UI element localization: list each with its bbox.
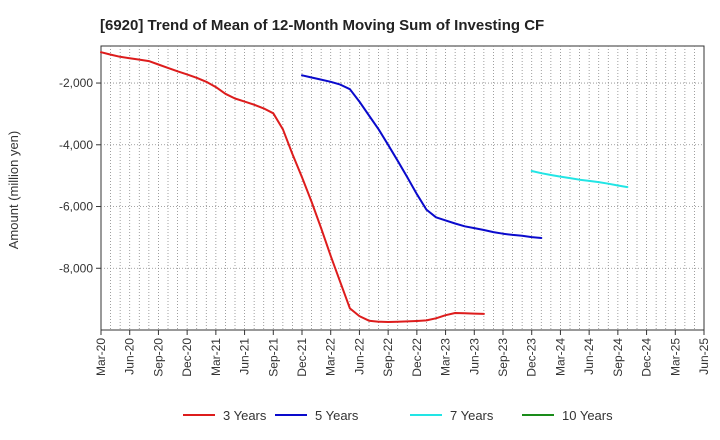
x-tick-label: Dec-24	[640, 338, 654, 377]
x-tick-label: Sep-20	[151, 338, 165, 377]
y-axis-ticks: -2,000 -4,000 -6,000 -8,000	[59, 76, 101, 275]
x-tick-label: Mar-25	[668, 338, 682, 376]
x-tick-label: Sep-21	[266, 338, 280, 377]
x-tick-label: Sep-23	[496, 338, 510, 377]
series-line-7-years	[530, 170, 629, 189]
y-axis-label: Amount (million yen)	[6, 131, 21, 250]
x-tick-label: Jun-20	[123, 338, 137, 375]
y-tick-label: -2,000	[59, 76, 93, 90]
series-line-3-years	[100, 51, 485, 323]
legend-label: 10 Years	[562, 408, 613, 423]
x-tick-label: Jun-24	[582, 338, 596, 375]
x-tick-label: Dec-23	[525, 338, 539, 377]
x-tick-label: Jun-22	[352, 338, 366, 375]
plot-border	[100, 45, 705, 331]
x-tick-label: Sep-24	[611, 338, 625, 377]
x-tick-label: Jun-23	[467, 338, 481, 375]
x-tick-label: Dec-22	[410, 338, 424, 377]
x-tick-label: Mar-21	[209, 338, 223, 376]
legend: 3 Years 5 Years 7 Years 10 Years	[183, 408, 613, 423]
y-tick-label: -8,000	[59, 261, 93, 275]
x-tick-label: Sep-22	[381, 338, 395, 377]
x-tick-label: Dec-21	[295, 338, 309, 377]
grid-lines	[101, 46, 704, 330]
x-tick-label: Jun-21	[238, 338, 252, 375]
y-tick-label: -6,000	[59, 200, 93, 214]
series-lines	[100, 51, 629, 323]
x-tick-label: Mar-24	[553, 338, 567, 376]
x-tick-label: Mar-20	[94, 338, 108, 376]
x-tick-label: Jun-25	[697, 338, 711, 375]
y-tick-label: -4,000	[59, 138, 93, 152]
x-tick-label: Mar-22	[324, 338, 338, 376]
legend-label: 3 Years	[223, 408, 267, 423]
legend-label: 5 Years	[315, 408, 359, 423]
x-tick-label: Dec-20	[180, 338, 194, 377]
plot-area	[100, 45, 705, 331]
legend-label: 7 Years	[450, 408, 494, 423]
x-axis-ticks: Mar-20 Jun-20 Sep-20 Dec-20 Mar-21 Jun-21 Sep-…	[94, 330, 711, 377]
x-tick-label: Mar-23	[439, 338, 453, 376]
chart-title: [6920] Trend of Mean of 12-Month Moving …	[100, 17, 544, 34]
series-line-5-years	[301, 74, 543, 239]
